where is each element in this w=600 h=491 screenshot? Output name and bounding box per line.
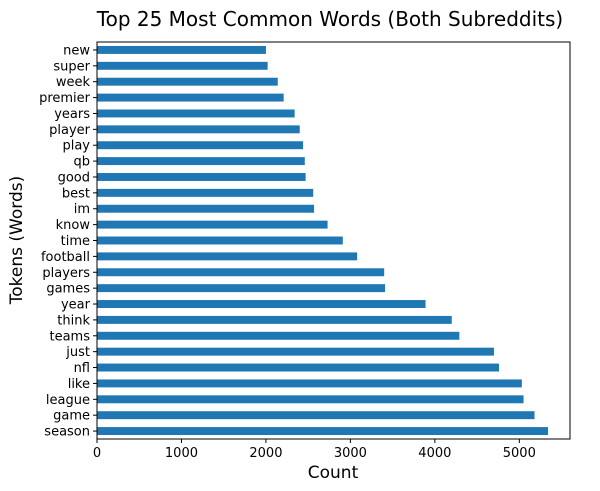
chart-title: Top 25 Most Common Words (Both Subreddit… (96, 7, 563, 31)
bar-game (97, 411, 535, 420)
bar-like (97, 379, 522, 388)
y-tick-label: teams (50, 329, 91, 344)
y-tick-label: league (46, 393, 90, 408)
bar-season (97, 427, 549, 436)
x-tick-label: 0 (93, 446, 101, 461)
y-axis-ticks: newsuperweekpremieryearsplayerplayqbgood… (39, 43, 97, 440)
plot-frame (96, 41, 571, 440)
y-tick-label: years (54, 107, 90, 122)
y-tick-label: know (56, 218, 91, 233)
x-tick-label: 5000 (503, 446, 536, 461)
bars-group (97, 45, 549, 436)
bar-know (97, 220, 328, 229)
bar-teams (97, 331, 460, 340)
y-tick-label: games (46, 282, 90, 297)
bar-player (97, 125, 300, 134)
y-tick-label: week (56, 75, 91, 90)
x-tick-label: 2000 (249, 446, 282, 461)
bar-im (97, 204, 315, 213)
bar-nfl (97, 363, 500, 372)
bar-year (97, 300, 426, 308)
bar-qb (97, 157, 305, 166)
bar-years (97, 109, 295, 118)
x-axis-ticks: 0 1000 2000 3000 4000 5000 (93, 439, 536, 461)
y-tick-label: game (53, 409, 90, 424)
bar-play (97, 141, 304, 150)
y-tick-label: nfl (74, 361, 90, 376)
x-tick-label: 3000 (334, 446, 367, 461)
y-tick-label: like (68, 377, 90, 392)
y-tick-label: player (49, 123, 91, 138)
y-tick-label: think (57, 313, 90, 328)
y-tick-label: good (58, 170, 90, 185)
y-tick-label: year (61, 298, 91, 313)
bar-best (97, 188, 314, 197)
y-tick-label: play (62, 139, 90, 154)
bar-league (97, 395, 524, 404)
bar-super (97, 61, 268, 70)
bar-players (97, 268, 385, 277)
y-tick-label: qb (73, 155, 90, 170)
y-tick-label: just (65, 345, 90, 360)
y-tick-label: football (41, 250, 90, 265)
x-tick-label: 4000 (418, 446, 451, 461)
bar-week (97, 77, 278, 86)
x-axis-label: Count (308, 463, 359, 483)
y-tick-label: time (61, 234, 90, 249)
y-tick-label: best (62, 186, 90, 201)
bar-games (97, 284, 386, 293)
y-tick-label: players (42, 266, 90, 281)
y-tick-label: premier (39, 91, 91, 106)
y-tick-label: super (53, 59, 90, 74)
bar-think (97, 315, 452, 324)
bar-just (97, 347, 494, 356)
x-tick-label: 1000 (165, 446, 198, 461)
y-tick-label: new (63, 43, 90, 58)
y-tick-label: im (74, 202, 90, 217)
y-tick-label: season (44, 425, 90, 440)
bar-football (97, 252, 358, 261)
bar-new (97, 45, 266, 54)
bar-time (97, 236, 343, 245)
bar-premier (97, 93, 284, 102)
bar-good (97, 173, 306, 181)
y-axis-label: Tokens (Words) (7, 176, 27, 305)
